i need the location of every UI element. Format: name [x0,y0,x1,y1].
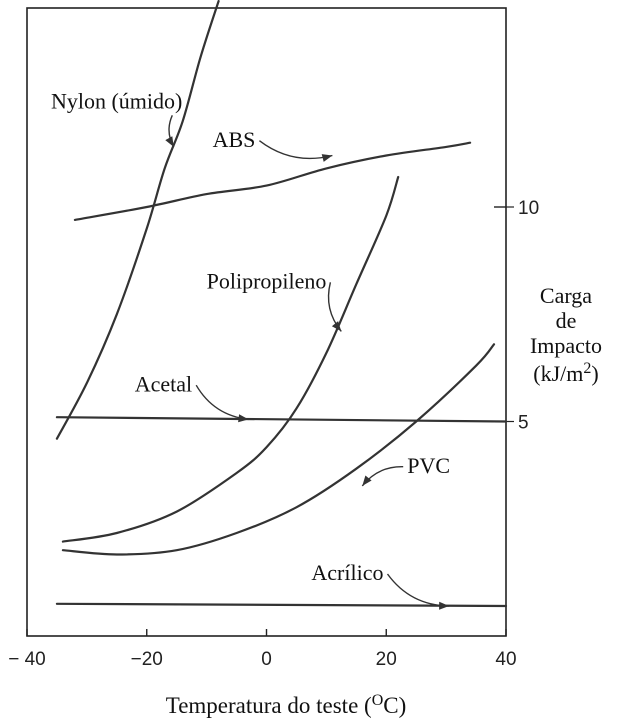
arrow-head-nylon-umido [165,136,174,147]
y-tick-label: 10 [518,198,539,219]
series-line-acetal [55,416,508,423]
x-tick-label: −20 [131,649,163,670]
series-line-polipropileno [61,175,400,543]
y-axis-title-line-3: Impacto [530,333,602,358]
series-line-pvc [61,343,496,556]
x-tick-label: 40 [495,649,516,670]
leader-line-acrilico [386,573,450,607]
y-axis-title: Carga de Impacto (kJ/m2) [530,283,602,386]
y-tick-label: 15 [518,0,539,5]
series-label-acrilico: Acrílico [311,560,383,585]
x-axis-title: Temperatura do teste (OC) [166,692,407,718]
arrow-head-acetal [238,414,249,423]
annotation-group: Nylon (úmido) ABS Polipropileno Acetal PVC Ac… [51,88,450,610]
x-tick-label: 20 [376,649,397,670]
arrow-head-pvc [362,475,372,486]
x-tick-label: − 40 [8,649,46,670]
leader-line-pvc [361,465,404,487]
series-label-abs: ABS [213,127,256,152]
series-line-abs [73,141,472,221]
arrow-head-abs [321,154,333,162]
series-label-polipropileno: Polipropileno [207,269,327,294]
arrow-head-polipropileno [331,321,342,332]
leader-line-abs [258,140,333,160]
series-label-pvc: PVC [407,453,450,478]
series-line-nylon-umido [55,0,220,440]
series-line-acrilico [55,602,508,608]
x-tick-label: 0 [261,649,272,670]
arrow-head-acrilico [439,601,450,610]
curve-group [55,0,508,608]
series-label-acetal: Acetal [135,371,192,396]
y-axis-title-line-1: Carga [540,283,592,308]
leader-line-acetal [195,384,249,421]
tick-group: − 40 −20 0 20 40 5 10 15 [8,0,539,670]
y-axis-title-line-2: de [556,308,577,333]
y-tick-label: 5 [518,413,529,434]
y-axis-title-line-4: (kJ/m2) [533,360,598,386]
series-label-nylon-umido: Nylon (úmido) [51,88,182,113]
